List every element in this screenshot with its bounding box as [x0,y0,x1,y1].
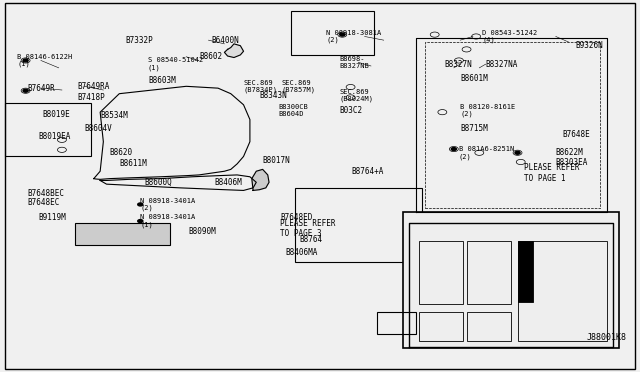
Bar [378,311,415,334]
Circle shape [515,151,520,154]
Text: B8715M: B8715M [460,124,488,133]
Text: B8019E: B8019E [43,109,70,119]
Text: B8534M: B8534M [100,111,128,121]
Text: B6400N: B6400N [212,36,239,45]
Text: B9119M: B9119M [38,213,66,222]
Text: N 08918-3401A
(2): N 08918-3401A (2) [140,198,196,211]
Bar [4,103,91,157]
Text: B8090M: B8090M [188,227,216,235]
Text: B8406MA: B8406MA [285,248,317,257]
Text: B8327N: B8327N [444,60,472,69]
Circle shape [340,33,345,36]
Text: B8300CB
B8604D: B8300CB B8604D [278,104,308,117]
Text: SEC.869
(B7857M): SEC.869 (B7857M) [282,80,316,93]
Text: B7648ED: B7648ED [280,213,313,222]
Bar [518,241,607,341]
Text: B8600Q: B8600Q [145,178,173,187]
Text: N 08918-3401A
(1): N 08918-3401A (1) [140,214,196,228]
Circle shape [23,89,28,92]
Bar [419,241,463,304]
Text: S 08540-51042
(1): S 08540-51042 (1) [148,57,204,71]
Text: B7332P: B7332P [125,36,154,45]
Polygon shape [252,169,269,190]
Circle shape [451,148,456,151]
Text: B8604V: B8604V [84,124,112,133]
Text: B8602: B8602 [199,52,222,61]
Polygon shape [225,44,244,58]
Circle shape [138,203,143,206]
Text: B8601M: B8601M [460,74,488,83]
Text: B 08146-6122H
(1): B 08146-6122H (1) [17,54,72,67]
Text: B8611M: B8611M [119,159,147,169]
Bar [291,11,374,55]
Text: B8764: B8764 [300,235,323,244]
Text: B03C2: B03C2 [339,106,362,115]
Circle shape [23,59,28,62]
Text: B8764+A: B8764+A [352,167,384,176]
Text: B8698-
B8327NB: B8698- B8327NB [339,56,369,69]
Text: B7649R: B7649R [27,84,54,93]
Text: N 08918-3081A
(2): N 08918-3081A (2) [326,30,381,43]
Text: SEC.869
(B7834P): SEC.869 (B7834P) [244,80,278,93]
Text: B8622M: B8622M [556,148,584,157]
Bar [518,241,534,302]
Text: B7648EC: B7648EC [27,198,60,207]
Bar [483,223,607,328]
Text: B 081A6-8251N
(2): B 081A6-8251N (2) [459,146,514,160]
Text: SEC.869
(B8024M): SEC.869 (B8024M) [339,89,373,102]
Bar [467,311,511,341]
Text: B7648BEC: B7648BEC [27,189,64,198]
Text: B8017N: B8017N [262,155,291,165]
Circle shape [138,219,143,222]
Text: B7418P: B7418P [78,93,106,102]
Text: PLEASE REFER
TO PAGE 1: PLEASE REFER TO PAGE 1 [524,163,579,183]
Text: PLEASE REFER
TO PAGE 3: PLEASE REFER TO PAGE 3 [280,219,336,238]
Text: D 08543-51242
(4): D 08543-51242 (4) [483,30,538,43]
Text: B8327NA: B8327NA [486,60,518,69]
Text: B8620: B8620 [109,148,133,157]
Text: B8603M: B8603M [148,76,176,85]
Bar [75,223,170,245]
Bar [294,188,422,262]
Bar [403,212,620,349]
Text: B8343N: B8343N [259,91,287,100]
Bar [467,241,511,304]
Text: J88001K8: J88001K8 [586,333,627,342]
Text: B9326N: B9326N [575,41,603,50]
Text: B8303EA: B8303EA [556,157,588,167]
Text: B7648E: B7648E [562,130,590,139]
Text: B8019EA: B8019EA [38,132,71,141]
Text: B7649RA: B7649RA [78,82,110,91]
Text: B 08120-8161E
(2): B 08120-8161E (2) [460,103,515,117]
Text: B8406M: B8406M [215,178,243,187]
Bar [419,311,463,341]
